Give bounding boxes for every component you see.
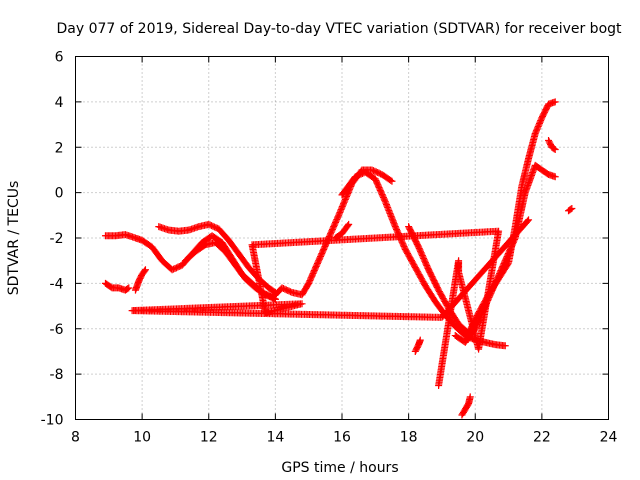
y-axis-label: SDTVAR / TECUs (6, 181, 22, 296)
data-point (501, 342, 509, 350)
data-point (124, 285, 132, 293)
chart-title: Day 077 of 2019, Sidereal Day-to-day VTE… (56, 21, 622, 37)
y-tick-label: -2 (50, 231, 64, 247)
x-axis-label: GPS time / hours (281, 460, 398, 476)
data-point (270, 295, 278, 303)
data-point (466, 393, 474, 401)
x-tick-label: 8 (71, 430, 80, 446)
y-tick-label: -10 (41, 413, 64, 429)
y-tick-label: -4 (50, 276, 64, 292)
x-tick-label: 16 (333, 430, 351, 446)
y-tick-label: -6 (50, 322, 64, 338)
data-point (141, 266, 149, 274)
data-point (551, 98, 559, 106)
y-tick-label: -8 (50, 367, 64, 383)
data-point (551, 173, 559, 181)
x-tick-labels: 8 10 12 14 16 18 20 22 24 (71, 430, 617, 446)
data-point (388, 177, 396, 185)
data-point (523, 217, 531, 225)
x-tick-label: 14 (266, 430, 284, 446)
x-tick-label: 12 (200, 430, 218, 446)
grid-lines (75, 56, 609, 420)
data-point (567, 205, 575, 213)
y-tick-label: 2 (55, 140, 64, 156)
x-tick-label: 10 (133, 430, 151, 446)
data-point (550, 145, 558, 153)
data-point (387, 176, 395, 184)
y-tick-label: 6 (55, 50, 64, 66)
y-tick-label: 0 (55, 186, 64, 202)
plot-frame (75, 56, 609, 420)
data-point (525, 216, 533, 224)
y-tick-labels: -10 -8 -6 -4 -2 0 2 4 6 (41, 50, 64, 429)
data-point (551, 146, 559, 154)
y-tick-label: 4 (55, 95, 64, 111)
data-point (344, 222, 352, 230)
x-tick-label: 20 (466, 430, 484, 446)
x-tick-label: 24 (600, 430, 618, 446)
data-point (345, 220, 353, 228)
data-point (568, 205, 576, 213)
x-tick-label: 22 (533, 430, 551, 446)
data-point (416, 336, 424, 344)
data-point (125, 284, 133, 292)
data-points (101, 98, 576, 419)
x-tick-label: 18 (400, 430, 418, 446)
data-point (141, 267, 149, 275)
